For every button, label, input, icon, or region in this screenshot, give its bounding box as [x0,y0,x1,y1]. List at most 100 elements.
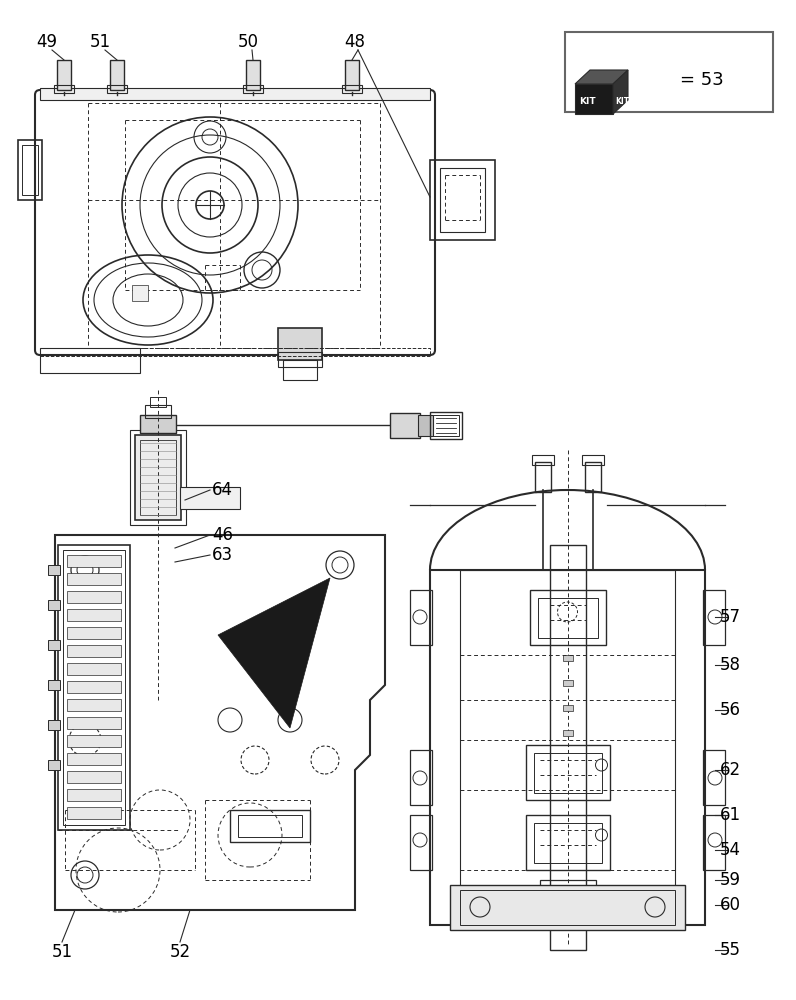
Bar [67,789,121,801]
Bar [534,462,551,492]
Bar [40,348,430,356]
Bar [537,598,598,638]
Bar [67,627,121,639]
Bar [54,85,74,93]
Bar [48,760,60,770]
Bar [180,487,240,509]
Bar [278,328,322,360]
Text: 57: 57 [720,608,741,626]
Bar [430,160,495,240]
Text: 62: 62 [720,761,741,779]
Polygon shape [575,70,628,84]
Bar [67,645,121,657]
Bar [433,415,459,436]
Bar [140,440,176,515]
Text: 54: 54 [720,841,741,859]
Text: 49: 49 [37,33,57,51]
Bar [145,405,171,418]
Bar [40,88,430,100]
Text: 52: 52 [170,943,190,961]
Bar [533,823,602,863]
Bar [563,655,572,661]
Bar [563,705,572,711]
Bar [540,880,595,910]
Bar [525,745,610,800]
Bar [48,680,60,690]
Bar [150,397,166,407]
Text: 58: 58 [720,656,741,674]
Text: 55: 55 [720,941,741,959]
Bar [418,415,433,436]
Bar [582,455,603,465]
Bar [67,663,121,675]
Bar [230,810,310,842]
Text: 63: 63 [212,546,233,564]
Bar [67,807,121,819]
Bar [278,352,322,367]
Bar [67,771,121,783]
Bar [410,815,432,870]
Bar [48,640,60,650]
Bar [67,573,121,585]
Bar [67,735,121,747]
Bar [107,85,127,93]
Bar [342,85,362,93]
Bar [703,750,725,805]
Polygon shape [218,578,330,728]
Bar [460,890,675,925]
Bar [63,550,125,825]
Text: 56: 56 [720,701,741,719]
Text: 46: 46 [212,526,233,544]
Bar [563,680,572,686]
Bar [545,885,590,905]
Text: 60: 60 [720,896,741,914]
Bar [410,750,432,805]
Bar [67,681,121,693]
Polygon shape [613,70,628,114]
Bar [67,717,121,729]
Bar [57,60,71,90]
Bar [238,815,302,837]
Bar [525,815,610,870]
Polygon shape [575,84,613,114]
Bar [430,412,462,439]
Bar [22,145,38,195]
Bar [48,600,60,610]
Bar [67,753,121,765]
Text: KIT: KIT [579,98,595,106]
Bar [532,455,553,465]
Text: 51: 51 [52,943,72,961]
Text: = 53: = 53 [680,71,724,89]
Bar [563,730,572,736]
Text: KIT: KIT [615,98,629,106]
Bar [703,590,725,645]
Text: 64: 64 [212,481,233,499]
Bar [67,555,121,567]
Text: 50: 50 [237,33,259,51]
Bar [430,570,705,925]
Bar [18,140,42,200]
Bar [140,415,176,433]
Bar [132,285,148,301]
Bar [565,32,773,112]
Bar [703,815,725,870]
Bar [529,590,606,645]
Bar [48,720,60,730]
Text: 61: 61 [720,806,741,824]
Bar [460,570,675,925]
Bar [67,699,121,711]
Bar [58,545,130,830]
Bar [67,591,121,603]
Text: 51: 51 [89,33,111,51]
Bar [135,435,181,520]
Bar [450,885,685,930]
Bar [283,360,317,380]
Bar [246,60,260,90]
Bar [390,413,420,438]
Bar [533,753,602,793]
Bar [67,609,121,621]
Bar [243,85,263,93]
Bar [110,60,124,90]
Bar [584,462,600,492]
Bar [48,565,60,575]
